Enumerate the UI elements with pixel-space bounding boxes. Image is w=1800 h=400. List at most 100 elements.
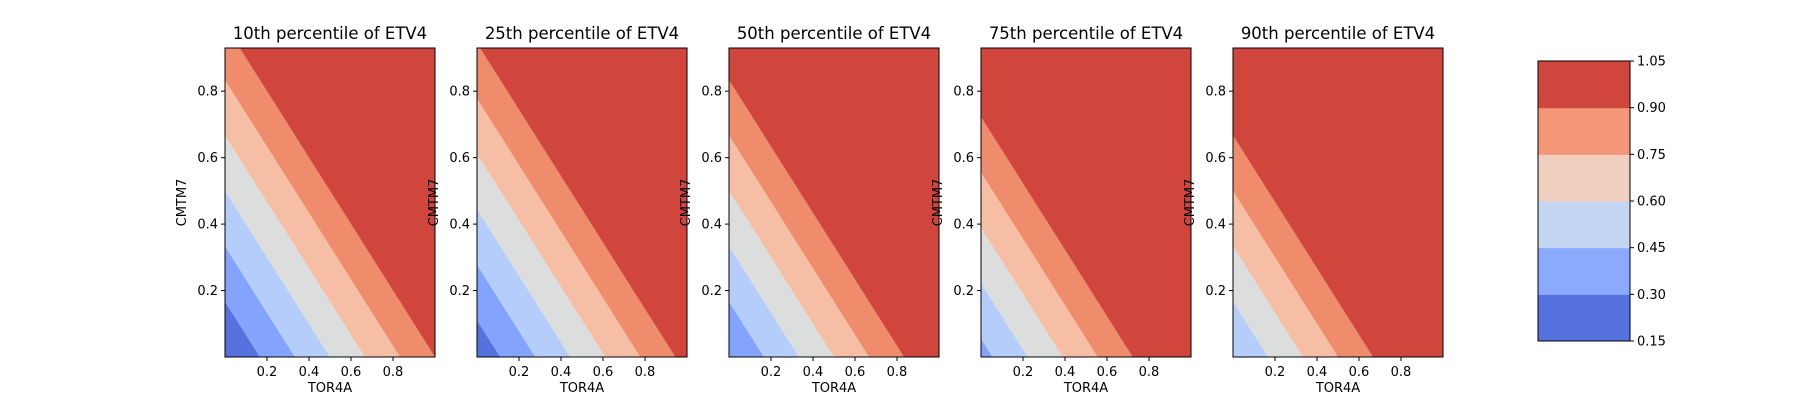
panel-3: 0.2 0.4 0.6 0.8 0.2 0.4 0.6 0.8 50th percentile …	[679, 24, 940, 396]
y-tick-label: 0.8	[1205, 85, 1226, 100]
contour-band-6	[225, 48, 435, 357]
x-tick-label: 0.6	[1097, 365, 1118, 380]
x-tick-label: 0.8	[887, 365, 908, 380]
contour-band-1	[477, 320, 501, 357]
contour-band-2	[729, 301, 764, 357]
x-tick-label: 0.6	[1349, 365, 1370, 380]
y-tick-label: 0.2	[701, 284, 722, 299]
contour-band-6	[477, 48, 676, 357]
y-tick-label: 0.2	[953, 284, 974, 299]
x-tick-label: 0.4	[1307, 365, 1328, 380]
contour-band-3	[225, 190, 330, 357]
panel-title: 50th percentile of ETV4	[737, 24, 931, 43]
y-tick-label: 0.2	[1205, 284, 1226, 299]
panel-title: 25th percentile of ETV4	[485, 24, 679, 43]
y-tick-label: 0.6	[701, 151, 722, 166]
x-tick-label: 0.2	[761, 365, 782, 380]
colorbar-segment-1	[1538, 294, 1630, 342]
y-tick-label: 0.8	[197, 85, 218, 100]
y-axis-label: CMTM7	[1183, 179, 1198, 227]
x-tick-label: 0.8	[1391, 365, 1412, 380]
x-tick-label: 0.8	[383, 365, 404, 380]
colorbar-tick-label: 0.15	[1637, 335, 1666, 350]
y-tick-label: 0.2	[449, 284, 470, 299]
contour-band-7	[981, 48, 1191, 357]
axes-frame	[980, 47, 1192, 358]
y-tick-label: 0.4	[701, 218, 722, 233]
axes-frame	[728, 47, 940, 358]
panel-2: 0.2 0.4 0.6 0.8 0.2 0.4 0.6 0.8 25th percentile …	[427, 24, 688, 396]
x-tick-label: 0.8	[1139, 365, 1160, 380]
colorbar-tick-label: 0.30	[1637, 288, 1666, 303]
contour-band-3	[1233, 301, 1268, 357]
panel-1: 0.2 0.4 0.6 0.8 0.2 0.4 0.6 0.8 10th percentile …	[175, 24, 436, 396]
contour-band-4	[477, 154, 606, 357]
axes-frame	[224, 47, 436, 358]
colorbar-segment-6	[1538, 61, 1630, 109]
contour-band-7	[729, 48, 939, 357]
colorbar-segment-4	[1538, 154, 1630, 202]
x-tick-label: 0.6	[341, 365, 362, 380]
y-axis-label: CMTM7	[175, 179, 190, 227]
axes-frame	[1232, 47, 1444, 358]
colorbar-tick-label: 0.60	[1637, 195, 1666, 210]
y-tick-label: 0.4	[449, 218, 470, 233]
contour-band-7	[480, 48, 687, 357]
contour-band-4	[729, 190, 834, 357]
colorbar-segment-3	[1538, 201, 1630, 249]
x-axis-label: TOR4A	[1063, 381, 1108, 396]
x-tick-label: 0.6	[845, 365, 866, 380]
x-tick-label: 0.8	[635, 365, 656, 380]
contour-band-3	[729, 246, 799, 357]
y-tick-label: 0.8	[953, 85, 974, 100]
colorbar-tick-label: 0.75	[1637, 148, 1666, 163]
x-tick-label: 0.4	[803, 365, 824, 380]
contour-band-2	[225, 246, 295, 357]
x-axis-label: TOR4A	[811, 381, 856, 396]
axes-frame	[476, 47, 688, 358]
y-tick-label: 0.6	[197, 151, 218, 166]
panel-5: 0.2 0.4 0.6 0.8 0.2 0.4 0.6 0.8 90th percentile …	[1183, 24, 1444, 396]
x-tick-label: 0.2	[509, 365, 530, 380]
contour-band-2	[981, 338, 993, 357]
colorbar-tick-label: 0.45	[1637, 241, 1666, 256]
y-tick-label: 0.8	[449, 85, 470, 100]
panel-title: 90th percentile of ETV4	[1241, 24, 1435, 43]
y-tick-label: 0.2	[197, 284, 218, 299]
contour-band-7	[239, 48, 435, 357]
panel-title: 10th percentile of ETV4	[233, 24, 427, 43]
contour-band-4	[1233, 246, 1303, 357]
colorbar-segment-5	[1538, 107, 1630, 155]
x-axis-label: TOR4A	[559, 381, 604, 396]
x-axis-label: TOR4A	[307, 381, 352, 396]
x-tick-label: 0.4	[1055, 365, 1076, 380]
contour-band-7	[1233, 48, 1443, 357]
panel-4: 0.2 0.4 0.6 0.8 0.2 0.4 0.6 0.8 75th percentile …	[931, 24, 1192, 396]
contour-band-4	[981, 227, 1063, 357]
contour-band-5	[981, 172, 1098, 357]
x-tick-label: 0.4	[551, 365, 572, 380]
y-tick-label: 0.4	[953, 218, 974, 233]
x-tick-label: 0.2	[1265, 365, 1286, 380]
contour-band-3	[477, 209, 571, 357]
y-tick-label: 0.4	[197, 218, 218, 233]
contour-band-1	[225, 301, 260, 357]
x-tick-label: 0.2	[1013, 365, 1034, 380]
y-tick-label: 0.6	[1205, 151, 1226, 166]
x-tick-label: 0.6	[593, 365, 614, 380]
x-tick-label: 0.4	[299, 365, 320, 380]
y-tick-label: 0.8	[701, 85, 722, 100]
colorbar-segment-2	[1538, 247, 1630, 295]
contour-band-5	[1233, 190, 1338, 357]
colorbar: 0.15 0.30 0.45 0.60 0.75 0.90 1.05	[1537, 55, 1666, 350]
y-tick-label: 0.4	[1205, 218, 1226, 233]
y-tick-label: 0.6	[953, 151, 974, 166]
x-tick-label: 0.2	[257, 365, 278, 380]
y-axis-label: CMTM7	[931, 179, 946, 227]
contour-band-5	[477, 98, 641, 357]
panel-title: 75th percentile of ETV4	[989, 24, 1183, 43]
y-axis-label: CMTM7	[427, 179, 442, 227]
x-axis-label: TOR4A	[1315, 381, 1360, 396]
y-axis-label: CMTM7	[679, 179, 694, 227]
